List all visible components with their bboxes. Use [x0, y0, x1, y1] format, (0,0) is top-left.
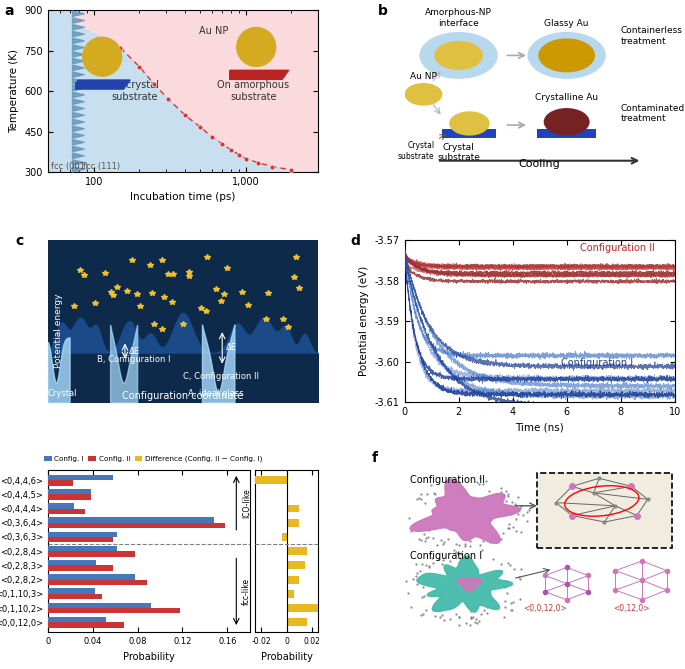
Text: Au NP: Au NP [199, 26, 229, 36]
FancyBboxPatch shape [537, 474, 672, 548]
Bar [241, 476, 286, 484]
Text: Crystal
substrate: Crystal substrate [437, 143, 480, 163]
Text: fcc-like: fcc-like [242, 578, 251, 605]
X-axis label: Incubation time (ps): Incubation time (ps) [130, 193, 236, 203]
Bar [48, 537, 113, 543]
Bar [48, 579, 147, 585]
Text: Au NP: Au NP [410, 72, 437, 82]
Bar [48, 480, 73, 486]
Bar [286, 561, 306, 569]
Bar [282, 533, 286, 541]
Bar [48, 503, 74, 508]
Text: Configuration I: Configuration I [410, 551, 482, 561]
Bar [48, 622, 124, 628]
Text: B, Configuration I: B, Configuration I [97, 355, 170, 364]
Text: Configuration II: Configuration II [580, 244, 655, 254]
Text: a: a [5, 3, 14, 17]
Bar [48, 522, 225, 528]
Text: Crystal: Crystal [48, 389, 77, 397]
Text: <0,0,12,0>: <0,0,12,0> [523, 604, 567, 613]
Text: Cooling: Cooling [519, 159, 560, 169]
Text: Crystal
substrate: Crystal substrate [398, 141, 434, 161]
Text: <0,12,0>: <0,12,0> [613, 604, 650, 613]
Text: fcc (111): fcc (111) [83, 162, 120, 171]
Text: Configuration coordinate: Configuration coordinate [123, 391, 244, 401]
Text: ΔE: ΔE [226, 343, 237, 353]
Text: d: d [351, 233, 360, 248]
Text: b: b [377, 3, 388, 17]
Bar [48, 532, 117, 537]
Bar [48, 589, 95, 594]
Text: Containerless
treatment: Containerless treatment [621, 26, 682, 45]
Bar [537, 129, 597, 138]
Bar [286, 618, 307, 626]
Bar [48, 517, 214, 522]
Bar [48, 603, 151, 608]
Bar [286, 504, 299, 512]
Text: Amorphous-NP
interface: Amorphous-NP interface [425, 9, 492, 28]
Text: Configuration II: Configuration II [410, 475, 485, 485]
Polygon shape [410, 479, 521, 543]
Circle shape [405, 83, 443, 106]
Text: Contaminated
treatment: Contaminated treatment [621, 104, 685, 123]
Bar [286, 590, 294, 597]
Text: ΔE: ΔE [129, 347, 140, 356]
Text: Potential energy: Potential energy [54, 294, 63, 368]
Bar [48, 546, 117, 551]
X-axis label: Probability: Probability [123, 652, 175, 662]
Text: On crystal
substrate: On crystal substrate [110, 80, 160, 102]
Bar [48, 608, 180, 613]
Circle shape [538, 38, 595, 72]
Bar [48, 574, 136, 579]
Legend: Config. I, Config. II, Difference (Config. II − Config. I): Config. I, Config. II, Difference (Confi… [42, 453, 265, 465]
Bar [286, 547, 307, 555]
Bar [48, 475, 113, 480]
Circle shape [527, 32, 606, 79]
Text: f: f [372, 451, 378, 465]
Text: C, Configuration II: C, Configuration II [183, 373, 259, 381]
Text: Glassy Au: Glassy Au [545, 19, 589, 28]
Text: Configuration I: Configuration I [561, 359, 634, 369]
Circle shape [419, 32, 498, 79]
Text: fcc (001): fcc (001) [51, 162, 88, 171]
Bar [48, 10, 318, 172]
Text: Crystalline Au: Crystalline Au [535, 94, 598, 102]
Bar [48, 565, 113, 571]
Circle shape [449, 111, 490, 136]
Bar [48, 489, 90, 494]
Circle shape [434, 41, 483, 70]
Bar [48, 617, 106, 622]
Bar [286, 519, 299, 527]
X-axis label: Time (ns): Time (ns) [515, 423, 564, 433]
Bar [48, 560, 96, 565]
Bar [48, 494, 90, 500]
Bar [286, 576, 299, 583]
Bar [286, 604, 319, 612]
Text: A, ideal glass: A, ideal glass [188, 389, 244, 397]
Polygon shape [48, 10, 291, 172]
Text: c: c [16, 233, 24, 248]
Bar [48, 551, 136, 557]
Text: On amorphous
substrate: On amorphous substrate [217, 80, 289, 102]
Polygon shape [457, 578, 482, 591]
Bar [48, 508, 85, 514]
Bar [443, 129, 497, 138]
X-axis label: Probability: Probability [261, 652, 312, 662]
Y-axis label: Potential energy (eV): Potential energy (eV) [359, 266, 369, 376]
Polygon shape [417, 556, 512, 612]
Bar [48, 594, 102, 599]
Bar [48, 10, 72, 172]
Text: ICO-like: ICO-like [242, 488, 251, 518]
Circle shape [544, 108, 590, 136]
Y-axis label: Temperature (K): Temperature (K) [9, 49, 19, 133]
